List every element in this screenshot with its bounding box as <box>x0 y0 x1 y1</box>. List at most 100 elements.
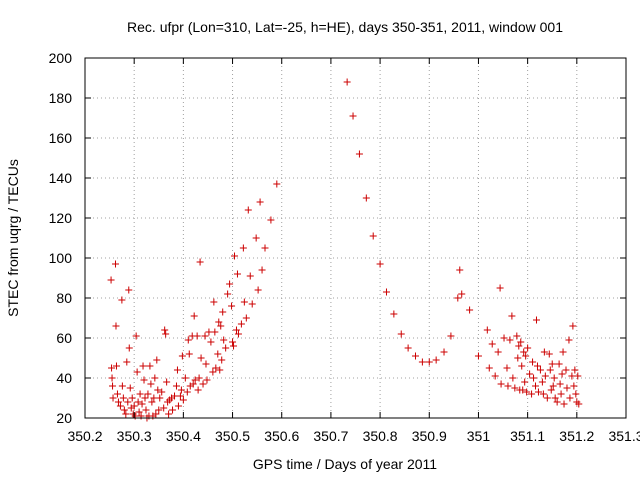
data-point <box>116 402 124 410</box>
x-tick-label: 351.1 <box>510 428 545 444</box>
data-point <box>524 344 532 352</box>
data-point <box>497 380 505 388</box>
data-point <box>397 330 405 338</box>
data-point <box>273 180 281 188</box>
data-point <box>534 388 542 396</box>
y-tick-label: 160 <box>49 130 73 146</box>
data-point <box>142 406 150 414</box>
data-point <box>538 378 546 386</box>
data-point <box>252 234 260 242</box>
data-point <box>151 374 159 382</box>
data-point <box>191 376 199 384</box>
data-point <box>545 350 553 358</box>
data-point <box>412 352 420 360</box>
data-point <box>518 362 526 370</box>
data-point <box>261 244 269 252</box>
data-point <box>382 288 390 296</box>
y-tick-label: 140 <box>49 170 73 186</box>
data-point <box>183 388 191 396</box>
data-point <box>556 380 564 388</box>
data-point <box>220 336 228 344</box>
data-point <box>108 374 116 382</box>
y-tick-label: 80 <box>56 290 72 306</box>
data-point <box>203 376 211 384</box>
data-point <box>173 366 181 374</box>
data-point <box>134 398 142 406</box>
data-point <box>483 326 491 334</box>
data-point <box>161 326 169 334</box>
data-point <box>111 260 119 268</box>
data-point <box>500 334 508 342</box>
data-point <box>190 312 198 320</box>
data-point <box>506 336 514 344</box>
data-point <box>195 374 203 382</box>
data-point <box>144 390 152 398</box>
data-point <box>136 390 144 398</box>
data-point <box>571 366 579 374</box>
x-axis: 350.2 350.3 350.4 350.5 350.6 350.7 350.8 350.9… <box>67 58 640 444</box>
data-point <box>254 286 262 294</box>
data-point <box>536 366 544 374</box>
data-point <box>555 360 563 368</box>
data-point <box>404 344 412 352</box>
data-point <box>242 314 250 322</box>
data-point <box>458 290 466 298</box>
data-point <box>466 306 474 314</box>
data-point <box>150 394 158 402</box>
data-point <box>440 348 448 356</box>
data-point <box>123 358 131 366</box>
data-point <box>258 266 266 274</box>
x-axis-label: GPS time / Days of year 2011 <box>253 456 437 472</box>
data-point <box>199 380 207 388</box>
data-point <box>474 352 482 360</box>
data-point <box>508 312 516 320</box>
data-point <box>517 338 525 346</box>
data-point <box>349 112 357 120</box>
data-point <box>230 342 238 350</box>
data-point <box>224 290 232 298</box>
data-point <box>209 368 217 376</box>
data-point <box>154 386 162 394</box>
data-point <box>114 398 122 406</box>
data-point <box>494 348 502 356</box>
data-point <box>226 280 234 288</box>
data-point <box>560 400 568 408</box>
data-point <box>205 328 213 336</box>
data-point <box>119 394 127 402</box>
data-point <box>237 320 245 328</box>
data-point <box>185 350 193 358</box>
data-point <box>369 232 377 240</box>
data-point <box>568 372 576 380</box>
data-point <box>533 362 541 370</box>
y-tick-label: 100 <box>49 250 73 266</box>
data-point <box>147 380 155 388</box>
data-point <box>559 348 567 356</box>
x-tick-label: 350.4 <box>166 428 201 444</box>
data-point <box>229 338 237 346</box>
data-point <box>212 364 220 372</box>
data-point <box>125 286 133 294</box>
data-point <box>522 352 530 360</box>
data-point <box>179 396 187 404</box>
data-point <box>174 402 182 410</box>
data-point <box>558 370 566 378</box>
data-point <box>447 332 455 340</box>
data-point <box>194 386 202 394</box>
data-point <box>566 394 574 402</box>
data-point <box>513 332 521 340</box>
x-tick-label: 350.6 <box>264 428 299 444</box>
data-point <box>193 332 201 340</box>
plot-frame <box>84 57 627 419</box>
data-point <box>140 376 148 384</box>
data-point <box>118 382 126 390</box>
data-point <box>112 362 120 370</box>
data-point <box>511 384 519 392</box>
data-point <box>125 344 133 352</box>
data-point <box>548 360 556 368</box>
data-point <box>216 366 224 374</box>
data-point <box>549 382 557 390</box>
data-point <box>172 382 180 390</box>
data-point <box>514 354 522 362</box>
data-point <box>523 388 531 396</box>
